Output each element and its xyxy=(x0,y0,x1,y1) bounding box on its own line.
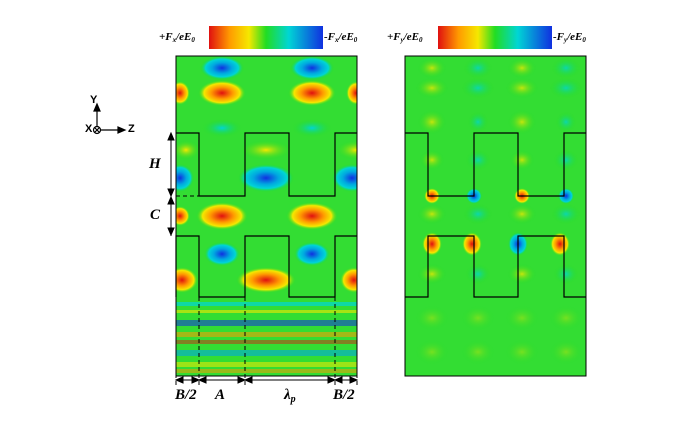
axis-label-z: Z xyxy=(128,123,135,135)
dimension-label-a: A xyxy=(215,387,226,403)
axes-icon xyxy=(92,102,127,135)
dimension-label-b2-right: B/2 xyxy=(333,387,355,403)
fx-field-map xyxy=(176,56,357,376)
fy-panel-border xyxy=(404,55,587,377)
colorbar-fy-pos-label: +Fy/eE0 xyxy=(387,31,423,44)
fx-top-structure-outline xyxy=(176,132,357,197)
axis-label-y: Y xyxy=(90,94,98,106)
axis-label-x: X xyxy=(85,123,93,135)
colorbar-fx-pos-label: +Fx/eE0 xyxy=(159,31,195,44)
dimension-label-h: H xyxy=(149,156,161,172)
dimension-arrows xyxy=(167,131,359,384)
colorbar-fx-neg-label: -Fx/eE0 xyxy=(324,31,358,44)
colorbar-fy-neg-label: -Fy/eE0 xyxy=(553,31,586,44)
fy-top-structure-outline xyxy=(405,132,586,197)
fy-field-map xyxy=(405,56,586,376)
fx-dashed-guides xyxy=(175,195,358,387)
dimension-label-b2-left: B/2 xyxy=(175,387,197,403)
dimension-label-c: C xyxy=(150,207,161,223)
colorbar-fy xyxy=(438,26,552,49)
fy-bottom-structure-outline xyxy=(405,235,586,298)
fx-panel-border xyxy=(175,55,358,377)
colorbar-fx xyxy=(209,26,323,49)
dimension-label-lambda: λp xyxy=(284,387,296,405)
